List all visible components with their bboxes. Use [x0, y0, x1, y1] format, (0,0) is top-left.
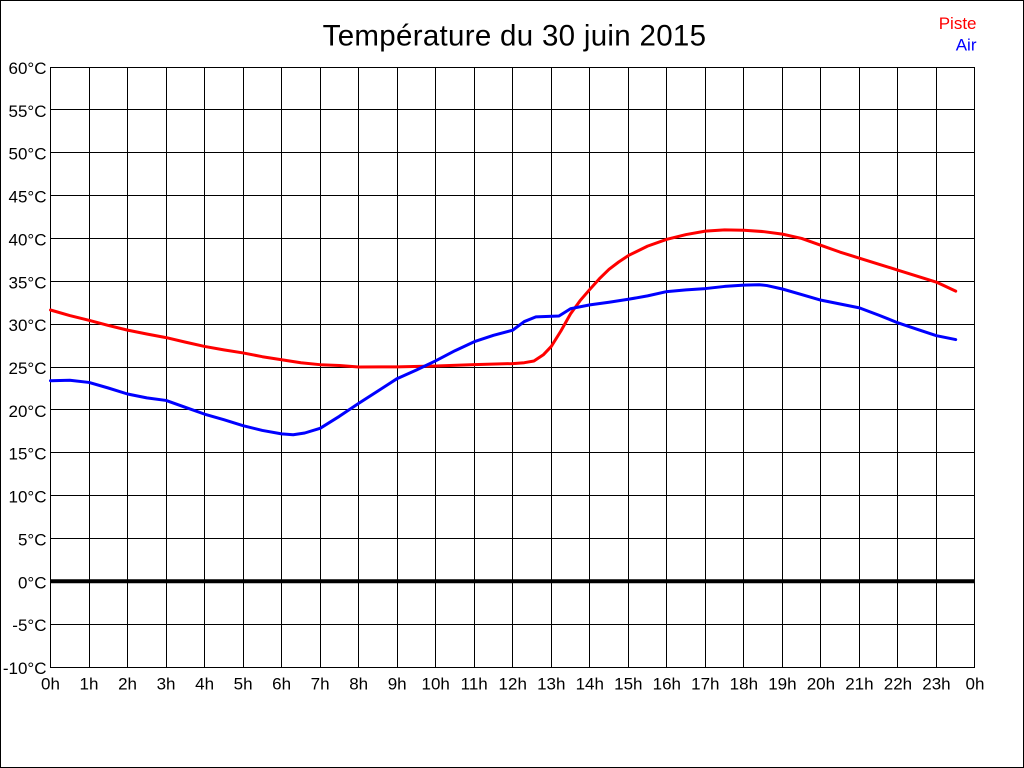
- svg-text:0h: 0h: [966, 674, 985, 693]
- svg-text:1h: 1h: [80, 674, 99, 693]
- svg-text:21h: 21h: [845, 674, 873, 693]
- svg-text:2h: 2h: [118, 674, 137, 693]
- svg-text:10°C: 10°C: [9, 488, 47, 507]
- svg-text:-10°C: -10°C: [3, 659, 47, 678]
- svg-text:0°C: 0°C: [18, 573, 47, 592]
- svg-text:50°C: 50°C: [9, 145, 47, 164]
- svg-text:Température du 30 juin 2015: Température du 30 juin 2015: [323, 20, 707, 53]
- svg-text:25°C: 25°C: [9, 359, 47, 378]
- svg-text:15°C: 15°C: [9, 445, 47, 464]
- svg-text:18h: 18h: [730, 674, 758, 693]
- svg-text:55°C: 55°C: [9, 102, 47, 121]
- svg-text:0h: 0h: [41, 674, 60, 693]
- svg-text:10h: 10h: [422, 674, 450, 693]
- svg-text:30°C: 30°C: [9, 316, 47, 335]
- svg-text:45°C: 45°C: [9, 188, 47, 207]
- svg-text:3h: 3h: [157, 674, 176, 693]
- svg-text:19h: 19h: [768, 674, 796, 693]
- svg-text:6h: 6h: [272, 674, 291, 693]
- svg-text:23h: 23h: [922, 674, 950, 693]
- svg-text:15h: 15h: [614, 674, 642, 693]
- svg-text:20°C: 20°C: [9, 402, 47, 421]
- svg-text:12h: 12h: [499, 674, 527, 693]
- svg-text:8h: 8h: [349, 674, 368, 693]
- svg-text:60°C: 60°C: [9, 59, 47, 78]
- svg-text:5h: 5h: [234, 674, 253, 693]
- svg-text:22h: 22h: [884, 674, 912, 693]
- svg-text:9h: 9h: [388, 674, 407, 693]
- svg-text:-5°C: -5°C: [12, 616, 46, 635]
- svg-text:20h: 20h: [807, 674, 835, 693]
- svg-text:35°C: 35°C: [9, 273, 47, 292]
- svg-text:Piste: Piste: [939, 14, 977, 33]
- svg-text:17h: 17h: [691, 674, 719, 693]
- svg-text:4h: 4h: [195, 674, 214, 693]
- svg-text:40°C: 40°C: [9, 230, 47, 249]
- svg-text:13h: 13h: [537, 674, 565, 693]
- svg-text:11h: 11h: [461, 674, 488, 693]
- svg-text:Air: Air: [956, 35, 977, 54]
- svg-text:14h: 14h: [576, 674, 604, 693]
- svg-text:16h: 16h: [653, 674, 681, 693]
- svg-text:7h: 7h: [311, 674, 330, 693]
- svg-text:5°C: 5°C: [18, 530, 47, 549]
